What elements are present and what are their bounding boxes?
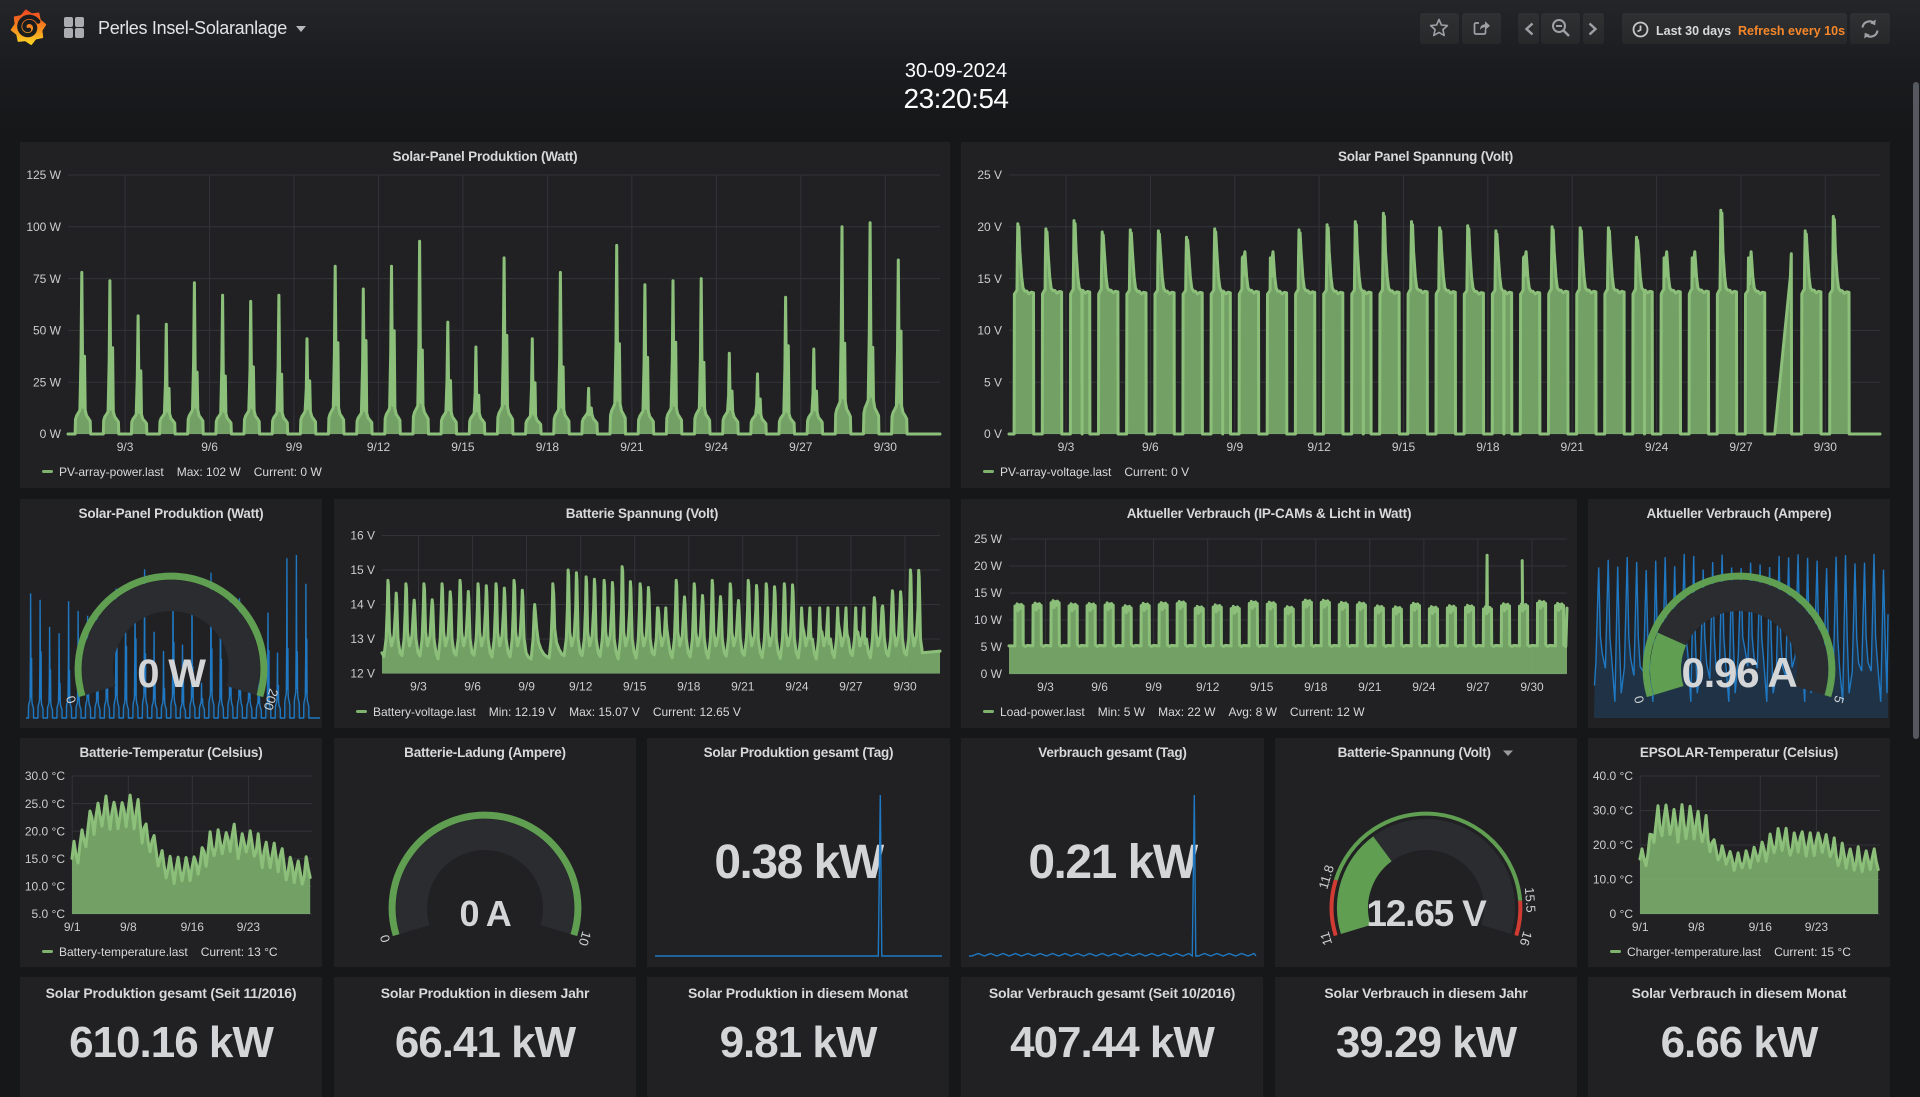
svg-text:9/3: 9/3 (117, 440, 134, 454)
svg-text:12 V: 12 V (350, 667, 375, 681)
svg-text:16: 16 (1517, 929, 1536, 947)
svg-text:50 W: 50 W (33, 324, 62, 338)
svg-text:15.5: 15.5 (1522, 887, 1539, 913)
svg-text:9/24: 9/24 (785, 680, 809, 694)
svg-text:9/30: 9/30 (1520, 680, 1544, 694)
svg-text:5.0 °C: 5.0 °C (32, 907, 66, 921)
svg-text:9/30: 9/30 (874, 440, 898, 454)
svg-text:9/21: 9/21 (1358, 680, 1382, 694)
svg-text:40.0 °C: 40.0 °C (1593, 769, 1633, 783)
svg-text:9/23: 9/23 (1805, 920, 1829, 934)
svg-text:15 V: 15 V (977, 272, 1002, 286)
svg-text:75 W: 75 W (33, 272, 62, 286)
svg-text:20 W: 20 W (974, 559, 1003, 573)
svg-text:20.0 °C: 20.0 °C (1593, 838, 1633, 852)
svg-text:9/12: 9/12 (1196, 680, 1220, 694)
svg-text:30.0 °C: 30.0 °C (25, 769, 65, 783)
svg-text:9/9: 9/9 (1145, 680, 1162, 694)
svg-text:0 W: 0 W (40, 427, 62, 441)
svg-text:9/15: 9/15 (1250, 680, 1274, 694)
svg-text:9/6: 9/6 (1091, 680, 1108, 694)
svg-text:9/23: 9/23 (237, 920, 261, 934)
svg-text:9/21: 9/21 (731, 680, 755, 694)
svg-text:9/8: 9/8 (1688, 920, 1705, 934)
svg-text:100 W: 100 W (26, 220, 61, 234)
svg-text:5 V: 5 V (984, 375, 1002, 389)
svg-text:15 W: 15 W (974, 586, 1003, 600)
svg-text:0.96 A: 0.96 A (1682, 649, 1798, 696)
svg-text:10.0 °C: 10.0 °C (1593, 873, 1633, 887)
svg-text:5 W: 5 W (981, 640, 1003, 654)
svg-text:10 V: 10 V (977, 324, 1002, 338)
svg-text:25 W: 25 W (33, 375, 62, 389)
svg-text:9/6: 9/6 (201, 440, 218, 454)
svg-text:10 W: 10 W (974, 613, 1003, 627)
svg-text:9/18: 9/18 (1476, 440, 1500, 454)
svg-text:9/30: 9/30 (1814, 440, 1838, 454)
svg-text:9/16: 9/16 (181, 920, 205, 934)
svg-text:0 V: 0 V (984, 427, 1002, 441)
svg-text:0: 0 (377, 933, 393, 944)
svg-text:9/16: 9/16 (1749, 920, 1773, 934)
svg-text:9/21: 9/21 (1561, 440, 1585, 454)
svg-text:25 V: 25 V (977, 168, 1002, 182)
svg-text:30.0 °C: 30.0 °C (1593, 804, 1633, 818)
svg-text:9/9: 9/9 (286, 440, 303, 454)
svg-text:9/12: 9/12 (1307, 440, 1331, 454)
svg-text:14 V: 14 V (350, 598, 375, 612)
svg-text:9/6: 9/6 (1142, 440, 1159, 454)
svg-text:9/1: 9/1 (1632, 920, 1649, 934)
svg-text:20.0 °C: 20.0 °C (25, 824, 65, 838)
svg-text:9/30: 9/30 (893, 680, 917, 694)
svg-text:9/9: 9/9 (518, 680, 535, 694)
svg-text:9/3: 9/3 (1037, 680, 1054, 694)
svg-text:9/27: 9/27 (839, 680, 863, 694)
svg-text:9/21: 9/21 (620, 440, 644, 454)
svg-text:0: 0 (1631, 694, 1647, 705)
svg-text:9/24: 9/24 (1412, 680, 1436, 694)
svg-text:9/24: 9/24 (705, 440, 729, 454)
svg-text:0 W: 0 W (137, 652, 206, 696)
svg-text:0 W: 0 W (981, 667, 1003, 681)
svg-text:0 °C: 0 °C (1610, 907, 1634, 921)
svg-text:9/1: 9/1 (64, 920, 81, 934)
svg-text:9/3: 9/3 (1058, 440, 1075, 454)
svg-text:25 W: 25 W (974, 532, 1003, 546)
svg-text:15.0 °C: 15.0 °C (25, 852, 65, 866)
svg-text:16 V: 16 V (350, 529, 375, 543)
svg-text:0: 0 (63, 694, 79, 705)
svg-text:9/3: 9/3 (410, 680, 427, 694)
svg-text:9/12: 9/12 (367, 440, 391, 454)
svg-text:9/6: 9/6 (464, 680, 481, 694)
svg-text:10.0 °C: 10.0 °C (25, 880, 65, 894)
svg-text:9/12: 9/12 (569, 680, 593, 694)
svg-text:11: 11 (1317, 930, 1335, 947)
svg-text:200: 200 (261, 687, 282, 712)
svg-text:20 V: 20 V (977, 220, 1002, 234)
svg-text:125 W: 125 W (26, 168, 61, 182)
svg-text:11.8: 11.8 (1315, 863, 1336, 891)
svg-text:0 A: 0 A (459, 893, 511, 934)
svg-text:15 V: 15 V (350, 563, 375, 577)
svg-text:9/15: 9/15 (1392, 440, 1416, 454)
svg-text:9/18: 9/18 (536, 440, 560, 454)
svg-text:25.0 °C: 25.0 °C (25, 797, 65, 811)
svg-text:9/18: 9/18 (677, 680, 701, 694)
svg-text:9/9: 9/9 (1226, 440, 1243, 454)
svg-text:9/27: 9/27 (1466, 680, 1490, 694)
svg-text:5: 5 (1831, 694, 1847, 705)
svg-text:9/15: 9/15 (451, 440, 475, 454)
svg-text:9/8: 9/8 (120, 920, 137, 934)
svg-text:9/24: 9/24 (1645, 440, 1669, 454)
svg-text:9/27: 9/27 (1729, 440, 1753, 454)
svg-text:10: 10 (576, 929, 595, 947)
svg-text:13 V: 13 V (350, 632, 375, 646)
svg-text:12.65 V: 12.65 V (1366, 893, 1487, 934)
svg-text:9/18: 9/18 (1304, 680, 1328, 694)
svg-text:9/27: 9/27 (789, 440, 813, 454)
svg-text:9/15: 9/15 (623, 680, 647, 694)
